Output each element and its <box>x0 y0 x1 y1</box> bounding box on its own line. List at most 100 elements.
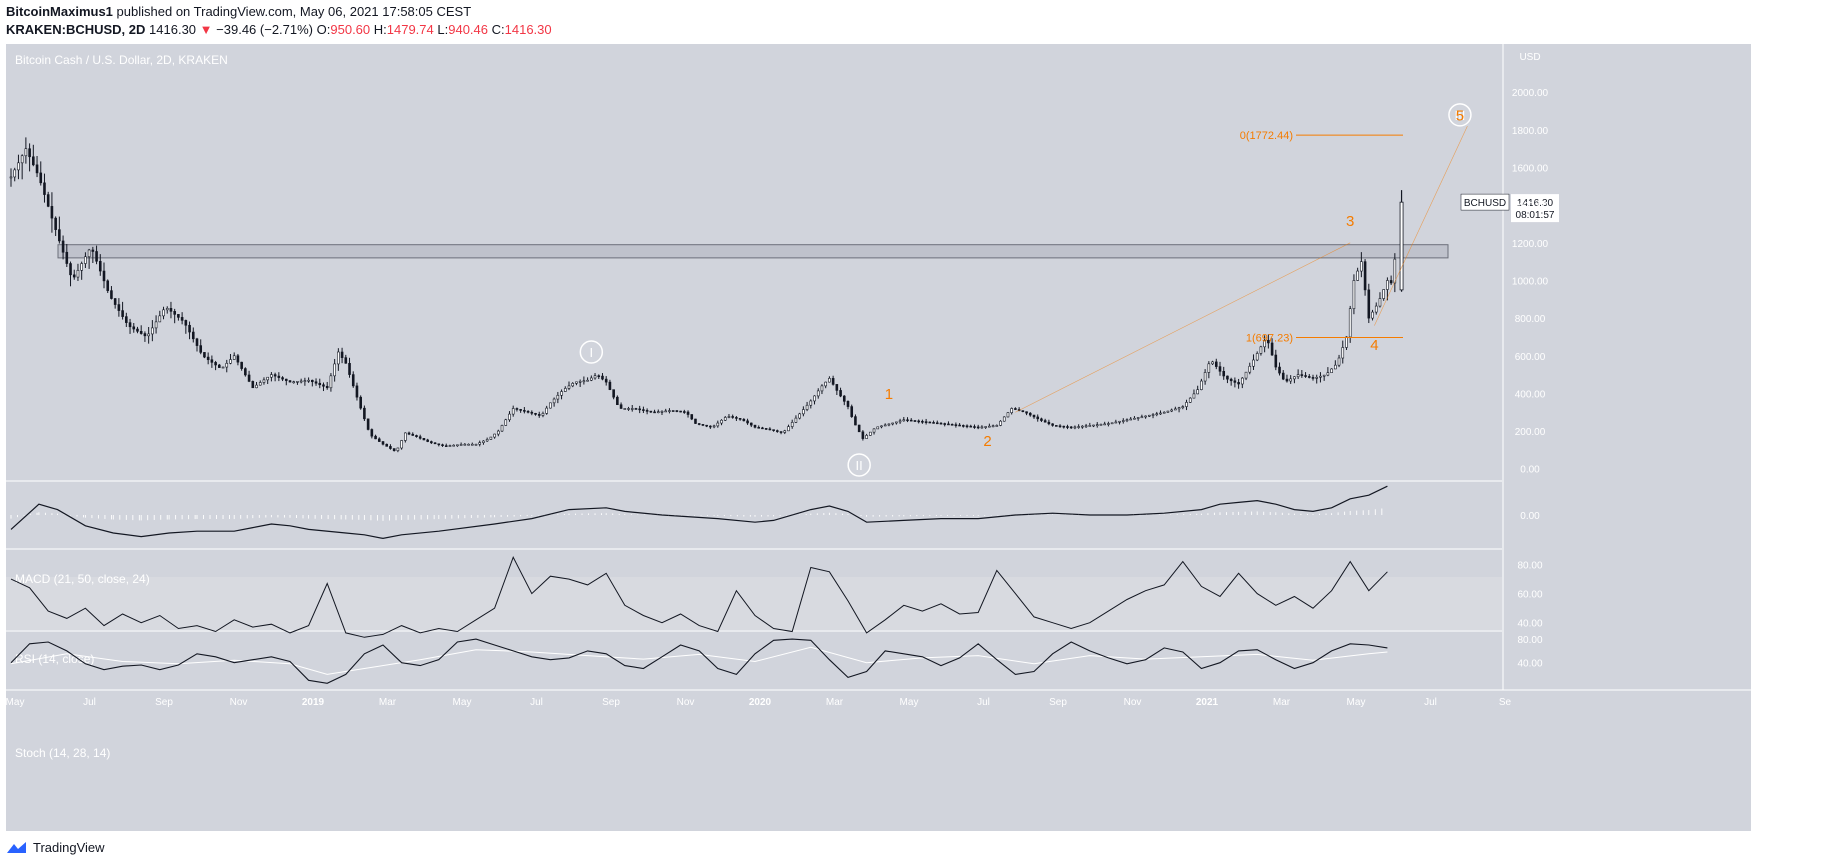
candle-body <box>645 410 649 412</box>
chart-canvas[interactable]: Bitcoin Cash / U.S. Dollar, 2D, KRAKEN U… <box>6 44 1752 831</box>
candle-body <box>128 322 132 328</box>
candle-body <box>969 425 973 428</box>
candle-body <box>54 217 57 230</box>
wave-projection-1 <box>1015 242 1351 413</box>
low-label: L: <box>437 22 449 37</box>
candle-body <box>463 443 467 446</box>
candle-body <box>671 410 675 412</box>
candle-body <box>1073 426 1077 429</box>
candle-body <box>374 435 377 440</box>
author-name[interactable]: BitcoinMaximus1 <box>6 4 113 19</box>
candle-body <box>578 381 582 383</box>
candle-body <box>593 375 597 379</box>
candle-body <box>857 424 861 433</box>
fib-label: 0(1772.44) <box>1240 130 1293 142</box>
candle-body <box>723 417 727 421</box>
candle-body <box>247 374 251 382</box>
candle-body <box>742 418 746 422</box>
candle-body <box>106 280 110 291</box>
candle-body <box>296 381 299 383</box>
candle-body <box>1025 411 1028 414</box>
candle-body <box>831 378 835 385</box>
candle-body <box>76 270 80 278</box>
candle-body <box>582 380 586 383</box>
candle-body <box>251 381 255 389</box>
candle-body <box>1170 409 1173 412</box>
price-tag-label: BCHUSD <box>1464 198 1506 209</box>
candle-body <box>433 442 437 445</box>
candle-body <box>735 417 738 419</box>
candle-body <box>638 408 641 411</box>
candle-body <box>162 309 165 317</box>
candle-body <box>232 355 236 360</box>
footer: TradingView <box>6 840 105 855</box>
candle-body <box>258 382 262 386</box>
candle-body <box>392 448 396 451</box>
candle-body <box>98 260 102 272</box>
candle-body <box>590 377 593 381</box>
rsi-y-tick: 60.00 <box>1517 590 1542 601</box>
candle-body <box>1248 365 1252 373</box>
candle-body <box>954 424 958 426</box>
candle-body <box>210 359 214 363</box>
candle-body <box>697 423 701 425</box>
candle-body <box>80 263 83 271</box>
candle-body <box>1214 361 1218 367</box>
candle-body <box>396 447 400 451</box>
candle-body <box>891 422 894 425</box>
candle-body <box>1129 418 1133 421</box>
y-tick-label: 1600.00 <box>1512 164 1549 175</box>
symbol-label[interactable]: KRAKEN:BCHUSD, 2D <box>6 22 146 37</box>
candle-body <box>385 443 389 447</box>
candle-body <box>1036 416 1040 420</box>
candle-body <box>467 443 470 446</box>
candle-body <box>1326 372 1330 376</box>
candle-body <box>1237 382 1240 385</box>
stoch-title: Stoch (14, 28, 14) <box>15 746 110 760</box>
footer-brand[interactable]: TradingView <box>33 840 105 855</box>
candle-body <box>199 345 203 353</box>
candle-body <box>1285 378 1289 382</box>
candle-body <box>1293 376 1296 380</box>
candle-body <box>813 395 816 402</box>
candle-body <box>1069 426 1073 429</box>
candle-body <box>1010 408 1013 414</box>
candle-body <box>418 436 422 439</box>
x-tick-label: Jul <box>1424 697 1437 708</box>
candle-body <box>441 444 444 447</box>
y-tick-label: 1000.00 <box>1512 276 1549 287</box>
candle-body <box>351 374 355 387</box>
candle-body <box>630 408 634 410</box>
candle-body <box>221 366 225 369</box>
candle-body <box>474 443 478 446</box>
candle-body <box>35 164 39 174</box>
candle-body <box>1107 423 1110 425</box>
wave-minor-label: 5 <box>1456 107 1464 124</box>
candle-body <box>1103 423 1106 426</box>
candle-body <box>478 442 482 445</box>
candle-body <box>686 411 690 415</box>
candle-body <box>545 407 548 414</box>
candle-body <box>1367 289 1371 319</box>
candle-body <box>709 425 712 428</box>
candle-body <box>601 375 604 380</box>
candle-body <box>1319 375 1322 378</box>
candle-body <box>236 355 240 363</box>
candle-body <box>1196 389 1199 395</box>
candle-body <box>623 408 627 410</box>
y-tick-label: 200.00 <box>1515 427 1546 438</box>
candle-body <box>292 381 296 384</box>
price-value-box <box>1511 194 1559 223</box>
candle-body-last <box>1399 201 1404 291</box>
candle-body <box>991 425 995 428</box>
candle-body <box>69 263 72 276</box>
candle-body <box>604 378 608 383</box>
candle-body <box>869 431 872 436</box>
candle-body <box>489 436 493 440</box>
candle-body <box>1032 414 1036 418</box>
x-tick-label: Jul <box>83 697 96 708</box>
candle-body <box>1095 424 1099 426</box>
x-tick-label: Mar <box>379 697 397 708</box>
candle-body <box>608 381 612 390</box>
candle-body <box>363 407 366 420</box>
